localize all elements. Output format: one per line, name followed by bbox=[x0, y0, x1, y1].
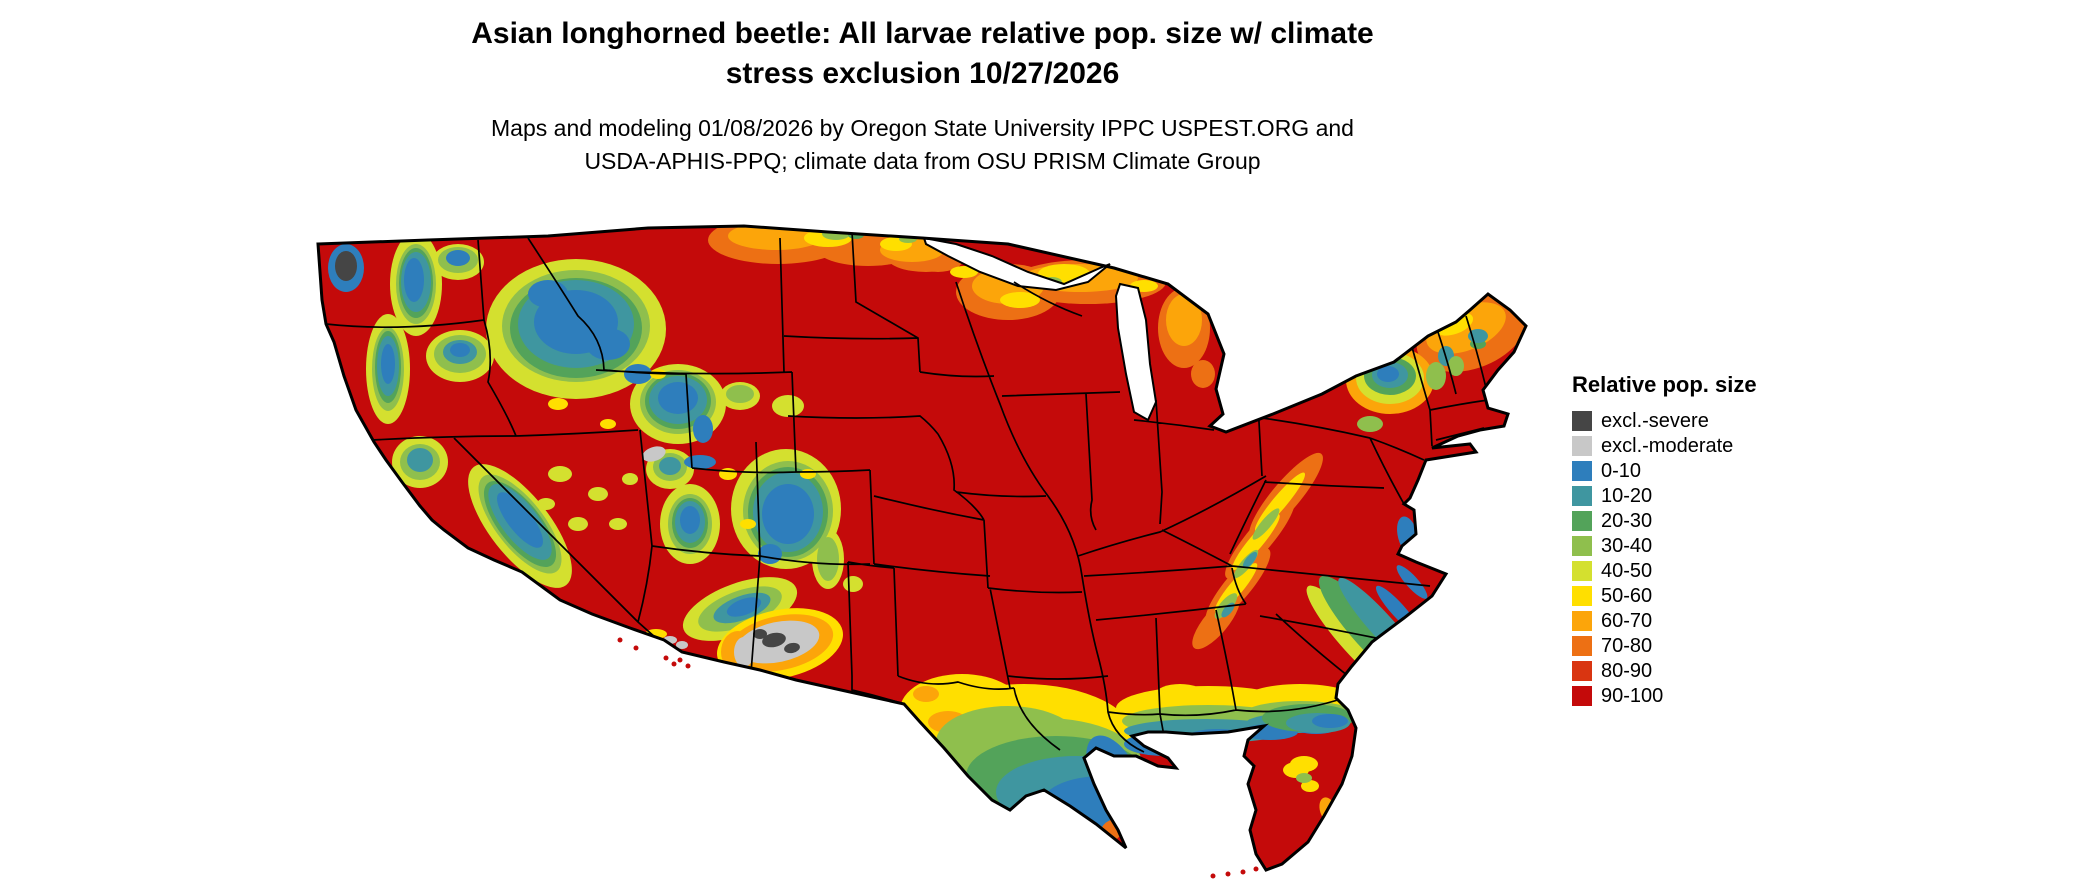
legend-row: 50-60 bbox=[1572, 583, 1812, 608]
florida-green2 bbox=[1296, 773, 1312, 783]
map-raster-layers bbox=[318, 226, 1526, 870]
ne-green2 bbox=[1357, 356, 1464, 432]
florida-blue bbox=[1312, 714, 1348, 728]
legend-swatch-excl-severe bbox=[1572, 410, 1592, 431]
great-lakes bbox=[922, 236, 1158, 422]
legend-row: 70-80 bbox=[1572, 633, 1812, 658]
legend-swatch-60-70 bbox=[1572, 610, 1592, 631]
legend-row: 30-40 bbox=[1572, 533, 1812, 558]
legend-swatch-10-20 bbox=[1572, 485, 1592, 506]
legend-label: 0-10 bbox=[1601, 459, 1642, 482]
us-map-svg bbox=[316, 224, 1528, 879]
legend-label: 60-70 bbox=[1601, 609, 1653, 632]
figure-header: Asian longhorned beetle: All larvae rela… bbox=[0, 14, 1845, 178]
legend-label: 80-90 bbox=[1601, 659, 1653, 682]
legend-swatch-0-10 bbox=[1572, 460, 1592, 481]
lake-superior bbox=[922, 236, 1111, 292]
figure-subtitle: Maps and modeling 01/08/2026 by Oregon S… bbox=[0, 112, 1845, 178]
legend-row: 60-70 bbox=[1572, 608, 1812, 633]
legend-swatch-30-40 bbox=[1572, 535, 1592, 556]
legend-swatch-40-50 bbox=[1572, 560, 1592, 581]
figure-title-line2: stress exclusion 10/27/2026 bbox=[725, 57, 1120, 90]
figure-subtitle-line2: USDA-APHIS-PPQ; climate data from OSU PR… bbox=[584, 148, 1261, 174]
legend-swatch-90-100 bbox=[1572, 685, 1592, 706]
state-boundaries bbox=[325, 231, 1489, 753]
legend-label: 70-80 bbox=[1601, 634, 1653, 657]
legend-row: 80-90 bbox=[1572, 658, 1812, 683]
legend-swatch-50-60 bbox=[1572, 585, 1592, 606]
az-excl-severe bbox=[753, 629, 800, 654]
legend-label: 90-100 bbox=[1601, 684, 1664, 707]
legend-label: 10-20 bbox=[1601, 484, 1653, 507]
legend-row: 0-10 bbox=[1572, 458, 1812, 483]
ne-blue bbox=[1377, 366, 1399, 382]
legend-title: Relative pop. size bbox=[1572, 372, 1757, 397]
legend-label: excl.-severe bbox=[1601, 409, 1709, 432]
figure-subtitle-line1: Maps and modeling 01/08/2026 by Oregon S… bbox=[491, 115, 1354, 141]
lake-michigan bbox=[1114, 282, 1158, 422]
legend-row: 20-30 bbox=[1572, 508, 1812, 533]
legend-label: 50-60 bbox=[1601, 584, 1653, 607]
map-legend: Relative pop. size excl.-severe excl.-mo… bbox=[1572, 372, 1812, 708]
texas-tip-red bbox=[1115, 835, 1137, 853]
olympics-dark bbox=[335, 251, 357, 281]
legend-swatch-80-90 bbox=[1572, 660, 1592, 681]
legend-row: 10-20 bbox=[1572, 483, 1812, 508]
legend-label: 20-30 bbox=[1601, 509, 1653, 532]
legend-label: excl.-moderate bbox=[1601, 434, 1734, 457]
legend-row: excl.-moderate bbox=[1572, 433, 1812, 458]
offshore-specks bbox=[617, 637, 1259, 879]
legend-row: 90-100 bbox=[1572, 683, 1812, 708]
us-map bbox=[308, 224, 1528, 884]
legend-row: excl.-severe bbox=[1572, 408, 1812, 433]
legend-label: 40-50 bbox=[1601, 559, 1653, 582]
figure-title-line1: Asian longhorned beetle: All larvae rela… bbox=[471, 17, 1374, 50]
legend-swatch-20-30 bbox=[1572, 510, 1592, 531]
legend-swatch-70-80 bbox=[1572, 635, 1592, 656]
legend-row: 40-50 bbox=[1572, 558, 1812, 583]
legend-label: 30-40 bbox=[1601, 534, 1653, 557]
legend-swatch-excl-moderate bbox=[1572, 435, 1592, 456]
